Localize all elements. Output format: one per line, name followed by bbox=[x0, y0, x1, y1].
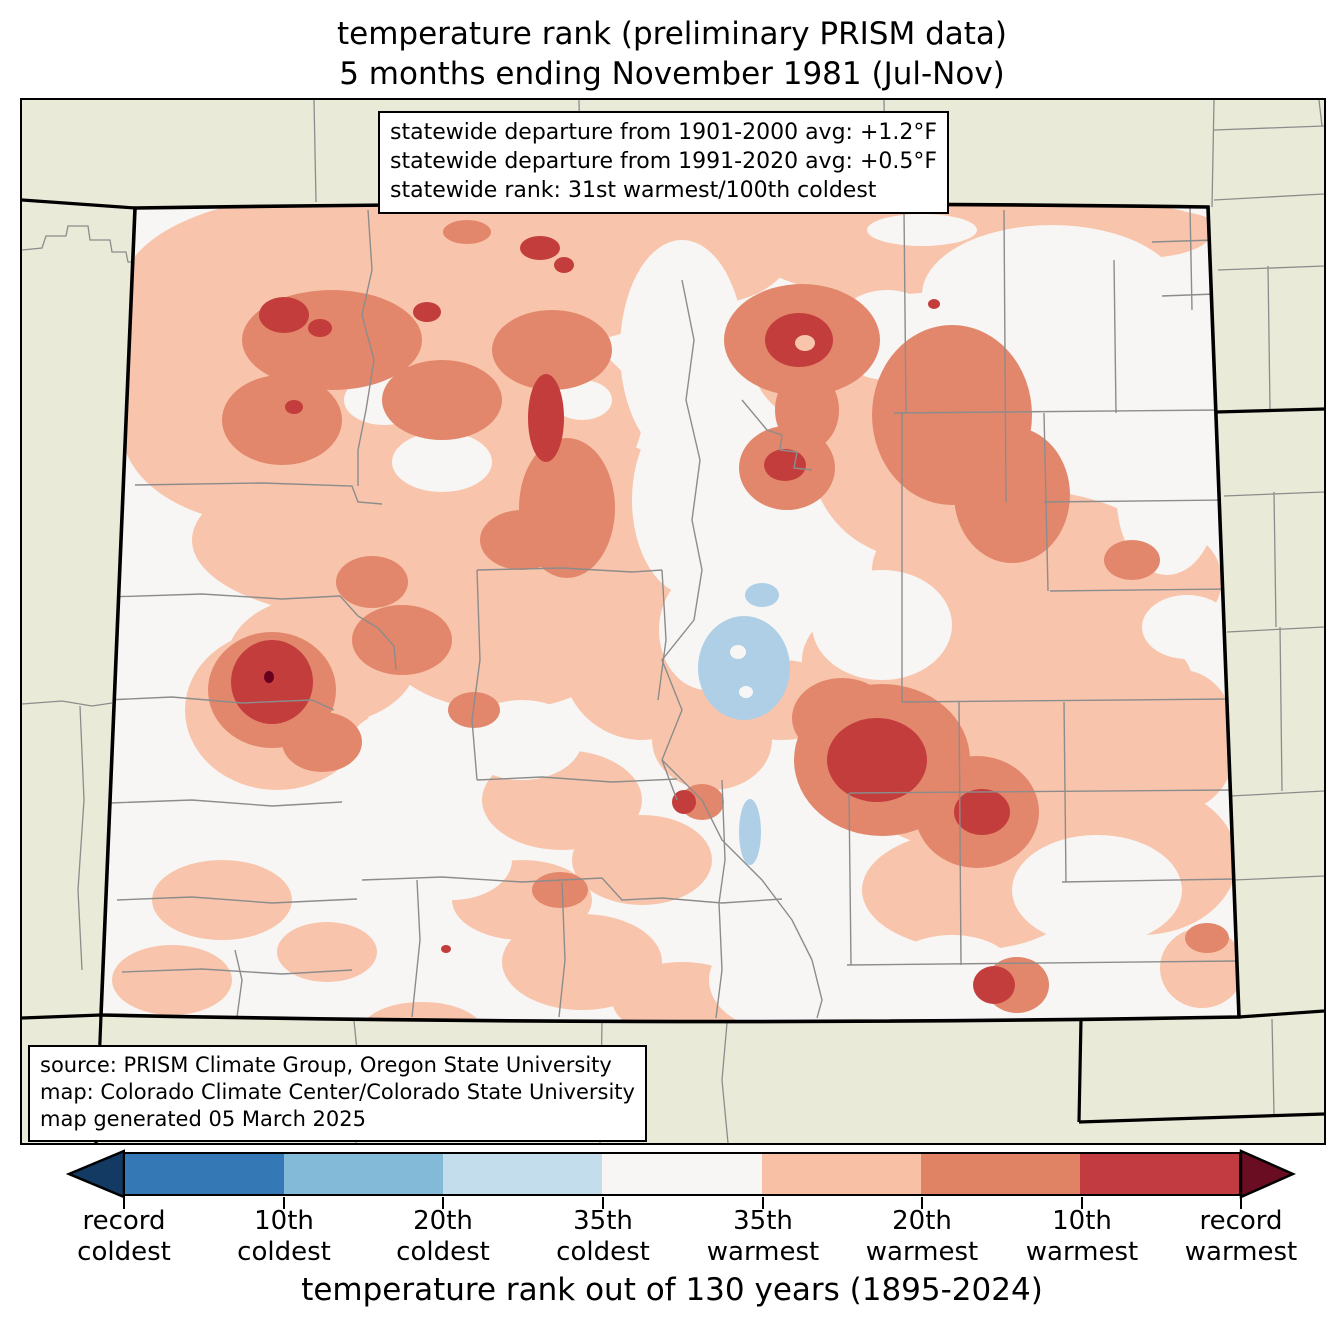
near-normal-areas bbox=[330, 214, 1232, 1022]
record-warmest-arrow bbox=[1239, 1149, 1296, 1199]
map-svg bbox=[22, 100, 1324, 1143]
segment-warmest-10th bbox=[1079, 1154, 1239, 1194]
label-35th-coldest: 35th coldest bbox=[556, 1206, 650, 1267]
map-credit-line: map: Colorado Climate Center/Colorado St… bbox=[40, 1080, 635, 1104]
rank-35th-coldest-areas bbox=[698, 583, 790, 865]
title-line-1: temperature rank (preliminary PRISM data… bbox=[336, 16, 1007, 52]
title-line-2: 5 months ending November 1981 (Jul-Nov) bbox=[339, 56, 1005, 92]
source-line: source: PRISM Climate Group, Oregon Stat… bbox=[40, 1053, 612, 1077]
tick-35th-warmest bbox=[762, 1197, 764, 1209]
right-arrow-shape bbox=[1239, 1149, 1296, 1199]
segment-coldest-10th bbox=[125, 1154, 285, 1194]
tick-35th-coldest bbox=[602, 1197, 604, 1209]
statewide-stats-box: statewide departure from 1901-2000 avg: … bbox=[378, 111, 950, 214]
colorbar-caption: temperature rank out of 130 years (1895-… bbox=[301, 1272, 1043, 1308]
departure-1991-2020: statewide departure from 1991-2020 avg: … bbox=[390, 149, 938, 174]
segment-warmest-20th bbox=[920, 1154, 1080, 1194]
left-arrow-shape bbox=[66, 1149, 125, 1199]
tick-record-warmest bbox=[1240, 1197, 1242, 1209]
label-record-coldest: record coldest bbox=[77, 1206, 171, 1267]
colorado-temperature-rank-map bbox=[20, 98, 1326, 1145]
segment-near-normal bbox=[602, 1154, 762, 1194]
label-35th-warmest: 35th warmest bbox=[706, 1206, 820, 1267]
statewide-rank: statewide rank: 31st warmest/100th colde… bbox=[390, 178, 877, 203]
tick-20th-warmest bbox=[921, 1197, 923, 1209]
label-10th-warmest: 10th warmest bbox=[1025, 1206, 1139, 1267]
departure-1901-2000: statewide departure from 1901-2000 avg: … bbox=[390, 120, 938, 145]
tick-record-coldest bbox=[123, 1197, 125, 1209]
peach-hole bbox=[795, 335, 815, 351]
label-10th-coldest: 10th coldest bbox=[237, 1206, 331, 1267]
colorado-county-lines bbox=[105, 206, 1238, 1019]
blue-area-holes bbox=[730, 645, 753, 698]
segment-warmest-35th bbox=[761, 1154, 921, 1194]
colorbar-body bbox=[123, 1152, 1241, 1196]
segment-coldest-20th bbox=[284, 1154, 444, 1194]
tick-20th-coldest bbox=[442, 1197, 444, 1209]
source-attribution-box: source: PRISM Climate Group, Oregon Stat… bbox=[28, 1045, 647, 1142]
tick-10th-coldest bbox=[283, 1197, 285, 1209]
figure-title: temperature rank (preliminary PRISM data… bbox=[0, 14, 1344, 94]
label-20th-warmest: 20th warmest bbox=[865, 1206, 979, 1267]
generated-date-line: map generated 05 March 2025 bbox=[40, 1107, 367, 1131]
segment-coldest-35th bbox=[443, 1154, 603, 1194]
tick-10th-warmest bbox=[1081, 1197, 1083, 1209]
record-coldest-arrow bbox=[66, 1149, 125, 1199]
label-20th-coldest: 20th coldest bbox=[396, 1206, 490, 1267]
record-warmest-dot bbox=[264, 671, 274, 683]
label-record-warmest: record warmest bbox=[1184, 1206, 1298, 1267]
colorado-rank-fills bbox=[101, 203, 1239, 1022]
